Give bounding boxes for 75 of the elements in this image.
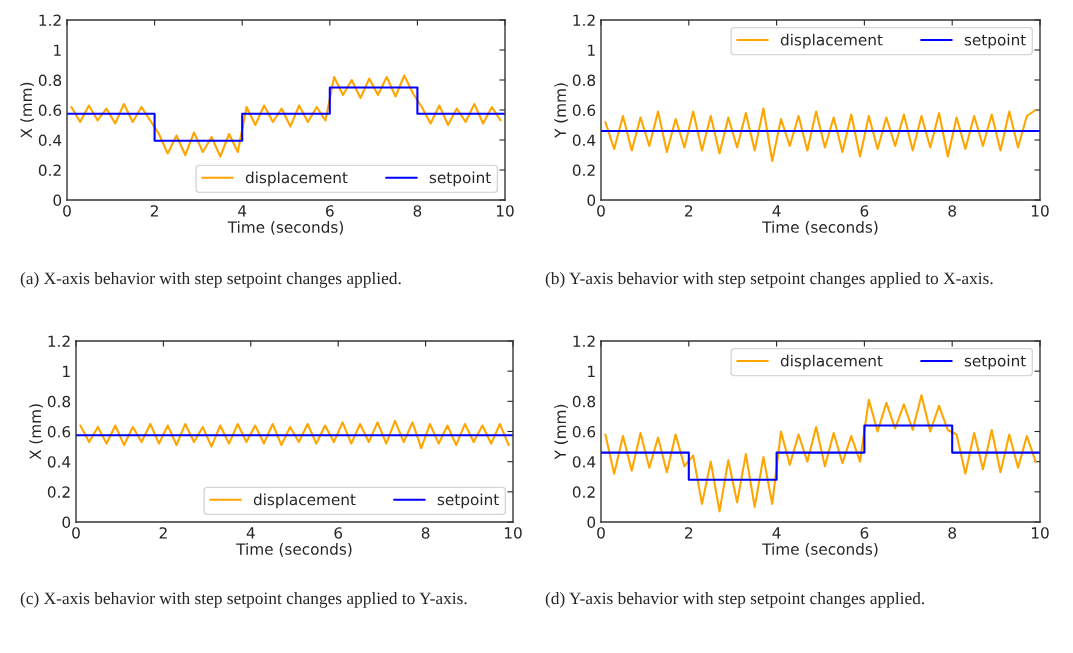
x-tick-label: 10 xyxy=(1031,205,1049,217)
x-tick-label: 0 xyxy=(597,205,605,217)
text: (a) X-axis behavior with step setpoint changes applied. xyxy=(20,272,401,288)
y-tick-label: 0.6 xyxy=(47,425,71,438)
text: (c) X-axis behavior with step setpoint changes applied to Y-axis. xyxy=(20,592,467,608)
x-tick-label: 4 xyxy=(238,205,247,217)
x-tick-label: 2 xyxy=(159,527,167,539)
x-tick-label: 10 xyxy=(496,205,514,217)
legend-label: displacement xyxy=(780,354,883,370)
y-tick-label: 0.8 xyxy=(572,74,596,87)
x-tick-label: 10 xyxy=(1031,527,1049,539)
x-tick-label: 2 xyxy=(150,205,158,217)
legend-label: setpoint xyxy=(964,354,1026,370)
x-tick-label: 6 xyxy=(860,527,869,539)
y-tick-label: 0 xyxy=(587,194,596,207)
y-tick-label: 0.6 xyxy=(572,104,596,117)
legend-label: setpoint xyxy=(964,33,1026,49)
y-axis-title: Y (mm) xyxy=(554,83,568,138)
x-axis-title: Time (seconds) xyxy=(762,543,878,557)
y-tick-label: 1.2 xyxy=(39,14,61,26)
x-tick-label: 10 xyxy=(504,527,522,539)
x-tick-label: 8 xyxy=(948,527,957,539)
text: (b) Y-axis behavior with step setpoint changes applied to X-axis. xyxy=(545,272,993,288)
x-axis-title: Time (seconds) xyxy=(236,543,352,557)
x-tick-label: 8 xyxy=(413,205,422,217)
y-tick-label: 0.2 xyxy=(47,486,70,498)
line-series xyxy=(604,394,1037,513)
x-tick-label: 4 xyxy=(772,527,781,539)
line-series xyxy=(79,419,510,450)
x-tick-label: 2 xyxy=(685,205,693,217)
y-axis-title: X (mm) xyxy=(29,404,43,460)
y-tick-label: 1 xyxy=(54,44,61,56)
x-tick-label: 8 xyxy=(421,527,430,539)
y-tick-label: 0.6 xyxy=(572,425,596,438)
line-series xyxy=(604,107,1037,163)
x-axis-title: Time (seconds) xyxy=(227,221,343,235)
text: (d) Y-axis behavior with step setpoint changes applied. xyxy=(545,592,925,608)
y-tick-label: 0.6 xyxy=(38,104,62,117)
x-tick-label: 4 xyxy=(772,205,781,217)
legend-label: displacement xyxy=(780,33,883,49)
y-tick-label: 0.8 xyxy=(47,395,71,408)
x-tick-label: 0 xyxy=(72,527,80,539)
legend-label: setpoint xyxy=(429,171,491,187)
x-tick-label: 6 xyxy=(326,205,334,217)
y-tick-label: 0 xyxy=(62,516,71,529)
y-tick-label: 0.8 xyxy=(38,74,62,87)
y-tick-label: 1 xyxy=(63,365,70,377)
legend-label: setpoint xyxy=(437,493,499,509)
y-tick-label: 0.2 xyxy=(572,486,595,498)
y-tick-label: 1.2 xyxy=(573,14,595,26)
y-tick-label: 0.8 xyxy=(572,395,596,408)
y-tick-label: 0.4 xyxy=(47,456,71,468)
x-tick-label: 4 xyxy=(246,527,255,539)
x-axis-title: Time (seconds) xyxy=(762,221,878,235)
line-series xyxy=(70,74,502,158)
y-tick-label: 0 xyxy=(587,516,596,529)
y-tick-label: 0.2 xyxy=(572,164,595,177)
y-tick-label: 0.4 xyxy=(572,456,596,468)
y-tick-label: 0 xyxy=(53,194,62,207)
legend-label: displacement xyxy=(253,493,356,509)
x-tick-label: 0 xyxy=(597,527,605,539)
y-tick-label: 1 xyxy=(588,44,595,56)
y-tick-label: 0.4 xyxy=(38,134,62,147)
y-tick-label: 1 xyxy=(588,365,595,377)
x-tick-label: 6 xyxy=(334,527,343,539)
y-tick-label: 1.2 xyxy=(48,335,70,347)
x-tick-label: 6 xyxy=(860,205,869,217)
x-tick-label: 2 xyxy=(685,527,693,539)
y-tick-label: 0.2 xyxy=(38,164,61,177)
x-tick-label: 8 xyxy=(948,205,957,217)
legend-label: displacement xyxy=(245,171,348,187)
y-axis-title: Y (mm) xyxy=(554,404,568,460)
y-tick-label: 0.4 xyxy=(572,134,596,147)
y-axis-title: X (mm) xyxy=(20,82,34,139)
y-tick-label: 1.2 xyxy=(573,335,595,347)
